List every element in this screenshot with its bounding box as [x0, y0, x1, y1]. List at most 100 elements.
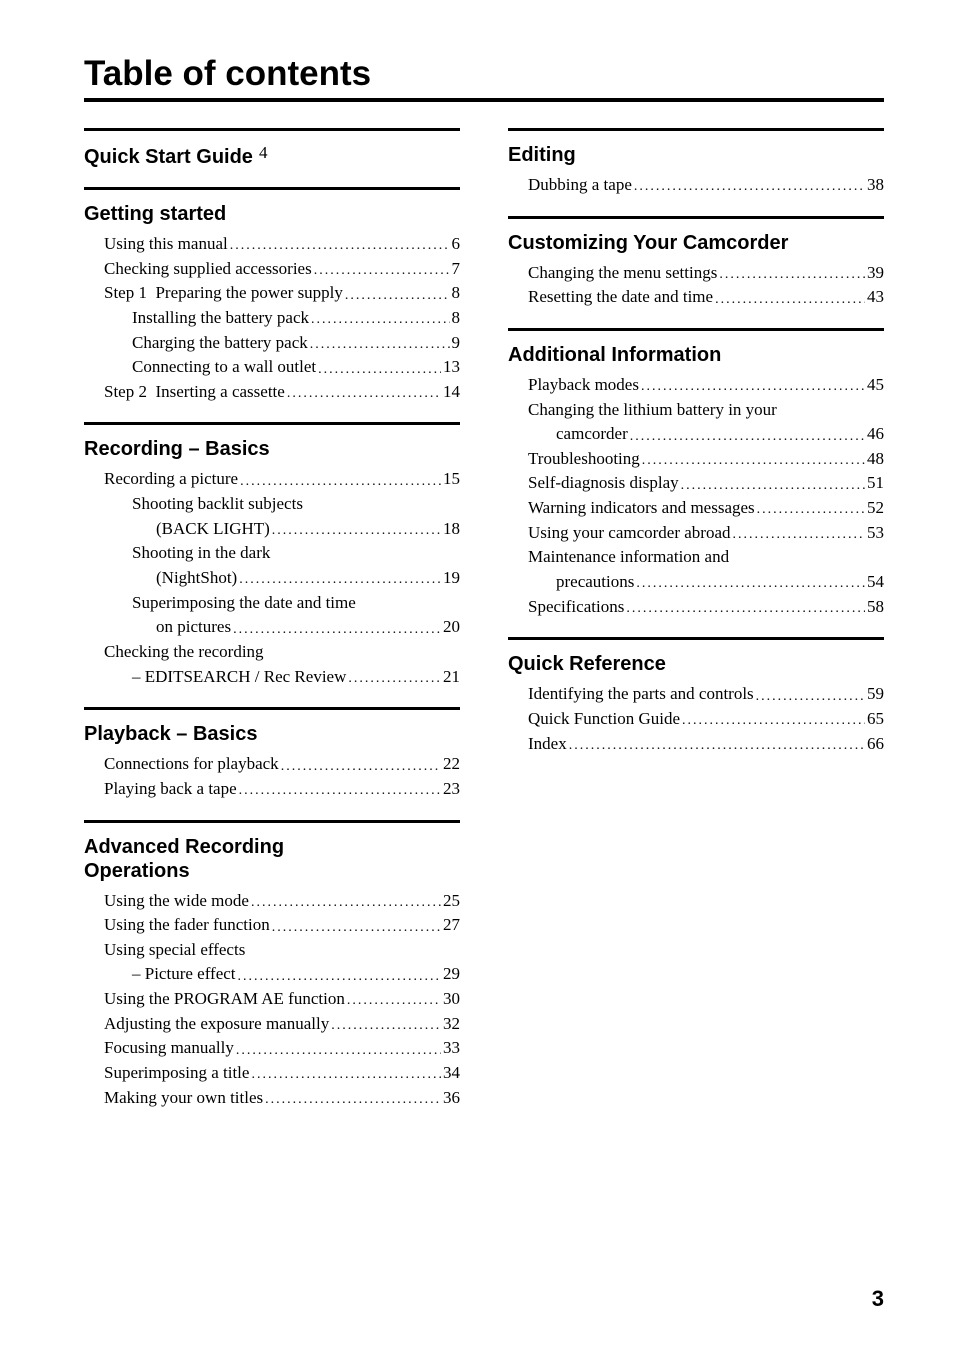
- toc-label: Using your camcorder abroad: [528, 521, 731, 546]
- leader-dots: [634, 181, 865, 198]
- toc-entry: Shooting in the dark: [84, 541, 460, 566]
- page-ref: 4: [259, 143, 268, 163]
- toc-entry: Focusing manually 33: [84, 1036, 460, 1061]
- toc-entry: (NightShot) 19: [84, 566, 460, 591]
- toc-list: Using the wide mode 25Using the fader fu…: [84, 889, 460, 1111]
- page-ref: 29: [443, 962, 460, 987]
- left-column: Quick Start Guide 4 Getting started Usin…: [84, 128, 460, 1110]
- divider: [508, 328, 884, 331]
- toc-label: Step 1 Preparing the power supply: [104, 281, 343, 306]
- page-ref: 53: [867, 521, 884, 546]
- toc-label: Using the PROGRAM AE function: [104, 987, 345, 1012]
- divider: [84, 422, 460, 425]
- page-ref: 39: [867, 261, 884, 286]
- toc-entry: Connecting to a wall outlet 13: [84, 355, 460, 380]
- page-ref: 14: [443, 380, 460, 405]
- page-ref: 23: [443, 777, 460, 802]
- toc-label: Playing back a tape: [104, 777, 237, 802]
- leader-dots: [331, 1019, 441, 1036]
- page-ref: 20: [443, 615, 460, 640]
- toc-entry: Connections for playback 22: [84, 752, 460, 777]
- page-ref: 36: [443, 1086, 460, 1111]
- toc-entry: Shooting backlit subjects: [84, 492, 460, 517]
- toc-entry: Using special effects: [84, 938, 460, 963]
- leader-dots: [626, 602, 865, 619]
- section-head-adv-rec: Advanced Recording Operations: [84, 835, 460, 883]
- toc-label: Checking supplied accessories: [104, 257, 312, 282]
- toc-label: – Picture effect: [132, 962, 236, 987]
- page-ref: 51: [867, 471, 884, 496]
- page-ref: 22: [443, 752, 460, 777]
- page-ref: 48: [867, 447, 884, 472]
- page-ref: 30: [443, 987, 460, 1012]
- toc-entry: Adjusting the exposure manually 32: [84, 1012, 460, 1037]
- toc-label: Self-diagnosis display: [528, 471, 679, 496]
- toc-entry: Charging the battery pack 9: [84, 331, 460, 356]
- toc-label: Quick Function Guide: [528, 707, 680, 732]
- toc-label: Using the wide mode: [104, 889, 249, 914]
- leader-dots: [251, 896, 441, 913]
- toc-label: on pictures: [156, 615, 231, 640]
- toc-label: Using this manual: [104, 232, 228, 257]
- toc-entry: Using this manual 6: [84, 232, 460, 257]
- leader-dots: [318, 363, 441, 380]
- toc-label: Warning indicators and messages: [528, 496, 755, 521]
- page-ref: 25: [443, 889, 460, 914]
- divider: [84, 707, 460, 710]
- toc-label: Identifying the parts and controls: [528, 682, 754, 707]
- toc-entry: Self-diagnosis display 51: [508, 471, 884, 496]
- page-ref: 54: [867, 570, 884, 595]
- section-head-quick-start: Quick Start Guide: [84, 145, 253, 169]
- toc-list: Connections for playback 22Playing back …: [84, 752, 460, 801]
- leader-dots: [239, 574, 441, 591]
- toc-entry: (BACK LIGHT) 18: [84, 517, 460, 542]
- leader-dots: [310, 338, 450, 355]
- toc-label: Superimposing a title: [104, 1061, 249, 1086]
- section-head-playback-basics: Playback – Basics: [84, 722, 460, 746]
- section-head-line: Advanced Recording: [84, 836, 284, 858]
- leader-dots: [233, 623, 441, 640]
- page-ref: 18: [443, 517, 460, 542]
- divider: [84, 187, 460, 190]
- divider: [84, 820, 460, 823]
- divider: [84, 128, 460, 131]
- toc-entry: Using the wide mode 25: [84, 889, 460, 914]
- leader-dots: [756, 690, 865, 707]
- divider: [508, 216, 884, 219]
- toc-entry: camcorder 46: [508, 422, 884, 447]
- toc-label: precautions: [556, 570, 634, 595]
- toc-label: Adjusting the exposure manually: [104, 1012, 329, 1037]
- page-ref: 52: [867, 496, 884, 521]
- leader-dots: [347, 995, 441, 1012]
- leader-dots: [272, 921, 441, 938]
- leader-dots: [345, 289, 450, 306]
- toc-label: Connections for playback: [104, 752, 279, 777]
- toc-label: Maintenance information and: [528, 545, 729, 570]
- page-ref: 27: [443, 913, 460, 938]
- toc-label: Using the fader function: [104, 913, 270, 938]
- page-ref: 13: [443, 355, 460, 380]
- leader-dots: [287, 387, 441, 404]
- toc-entry: Troubleshooting 48: [508, 447, 884, 472]
- toc-label: Shooting backlit subjects: [132, 492, 303, 517]
- toc-label: Recording a picture: [104, 467, 238, 492]
- toc-entry: Maintenance information and: [508, 545, 884, 570]
- toc-label: (BACK LIGHT): [156, 517, 270, 542]
- page-ref: 15: [443, 467, 460, 492]
- toc-entry: Checking supplied accessories 7: [84, 257, 460, 282]
- leader-dots: [311, 314, 449, 331]
- toc-entry: Using your camcorder abroad 53: [508, 521, 884, 546]
- leader-dots: [230, 240, 450, 257]
- leader-dots: [239, 785, 441, 802]
- page-ref: 32: [443, 1012, 460, 1037]
- page-ref: 66: [867, 732, 884, 757]
- page-ref: 38: [867, 173, 884, 198]
- page-ref: 43: [867, 285, 884, 310]
- leader-dots: [251, 1069, 441, 1086]
- page-ref: 58: [867, 595, 884, 620]
- leader-dots: [272, 524, 441, 541]
- toc-label: – EDITSEARCH / Rec Review: [132, 665, 346, 690]
- toc-label: (NightShot): [156, 566, 237, 591]
- leader-dots: [630, 430, 865, 447]
- toc-label: Step 2 Inserting a cassette: [104, 380, 285, 405]
